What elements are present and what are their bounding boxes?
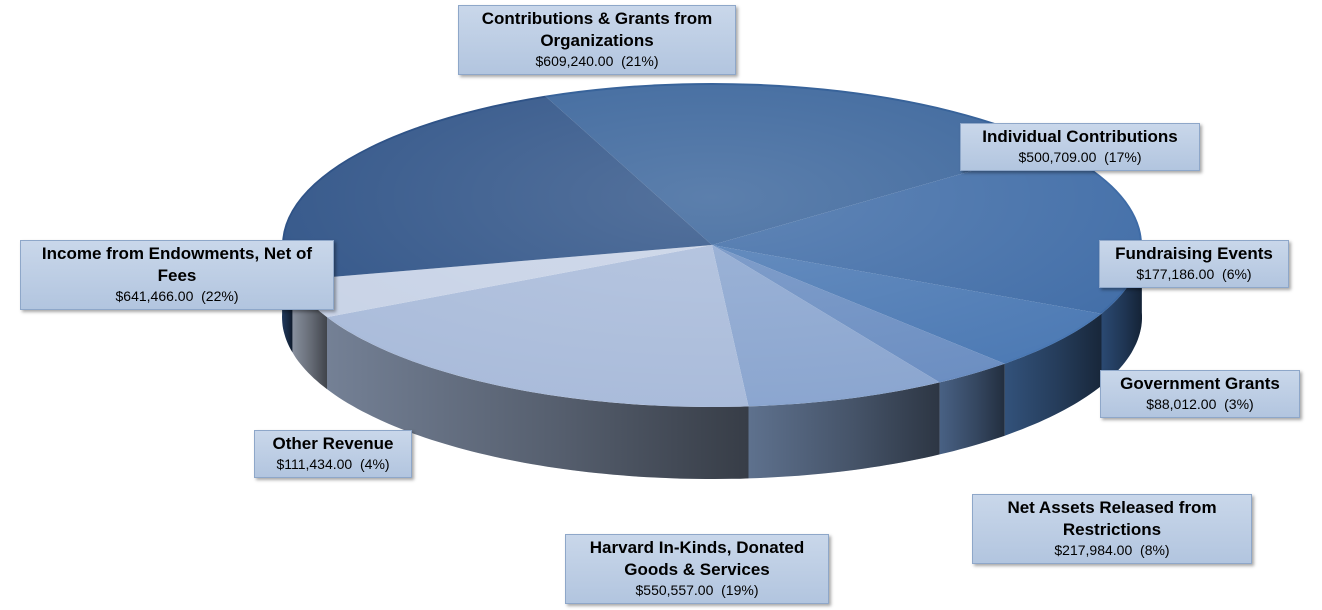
- slice-name: Fundraising Events: [1115, 244, 1273, 263]
- slice-name: Individual Contributions: [982, 127, 1178, 146]
- slice-label-fundraising-events: Fundraising Events $177,186.00 (6%): [1099, 240, 1289, 288]
- pie-sides: [282, 240, 1142, 479]
- pie-side-shade: [327, 317, 749, 479]
- pie-side-shade: [1101, 240, 1142, 386]
- slice-label-government-grants: Government Grants $88,012.00 (3%): [1100, 370, 1300, 418]
- slice-value: $111,434.00 (4%): [276, 456, 390, 472]
- slice-label-net-assets-released: Net Assets Released from Restrictions $2…: [972, 494, 1252, 564]
- slice-label-harvard-in-kinds: Harvard In-Kinds, Donated Goods & Servic…: [565, 534, 829, 604]
- slice-label-income-endowments: Income from Endowments, Net of Fees $641…: [20, 240, 334, 310]
- slice-name: Harvard In-Kinds, Donated Goods & Servic…: [589, 538, 805, 579]
- slice-name: Net Assets Released from Restrictions: [1007, 498, 1217, 539]
- slice-name: Other Revenue: [272, 434, 394, 453]
- slice-name: Government Grants: [1120, 374, 1280, 393]
- slice-label-other-revenue: Other Revenue $111,434.00 (4%): [254, 430, 412, 478]
- slice-value: $217,984.00 (8%): [1054, 542, 1170, 558]
- pie-shine: [284, 85, 1140, 405]
- slice-label-individual-contributions: Individual Contributions $500,709.00 (17…: [960, 123, 1200, 171]
- slice-name: Income from Endowments, Net of Fees: [41, 244, 313, 285]
- slice-value: $177,186.00 (6%): [1136, 266, 1252, 282]
- slice-value: $88,012.00 (3%): [1146, 396, 1254, 412]
- slice-value: $500,709.00 (17%): [1018, 149, 1142, 165]
- slice-value: $641,466.00 (22%): [115, 288, 239, 304]
- slice-value: $550,557.00 (19%): [635, 582, 759, 598]
- pie-side-shade: [748, 382, 940, 479]
- pie-side-shade: [939, 363, 1005, 455]
- pie-side-shade: [1004, 313, 1102, 436]
- slice-value: $609,240.00 (21%): [535, 53, 659, 69]
- slice-label-contributions-grants: Contributions & Grants from Organization…: [458, 5, 736, 75]
- slice-name: Contributions & Grants from Organization…: [481, 9, 713, 50]
